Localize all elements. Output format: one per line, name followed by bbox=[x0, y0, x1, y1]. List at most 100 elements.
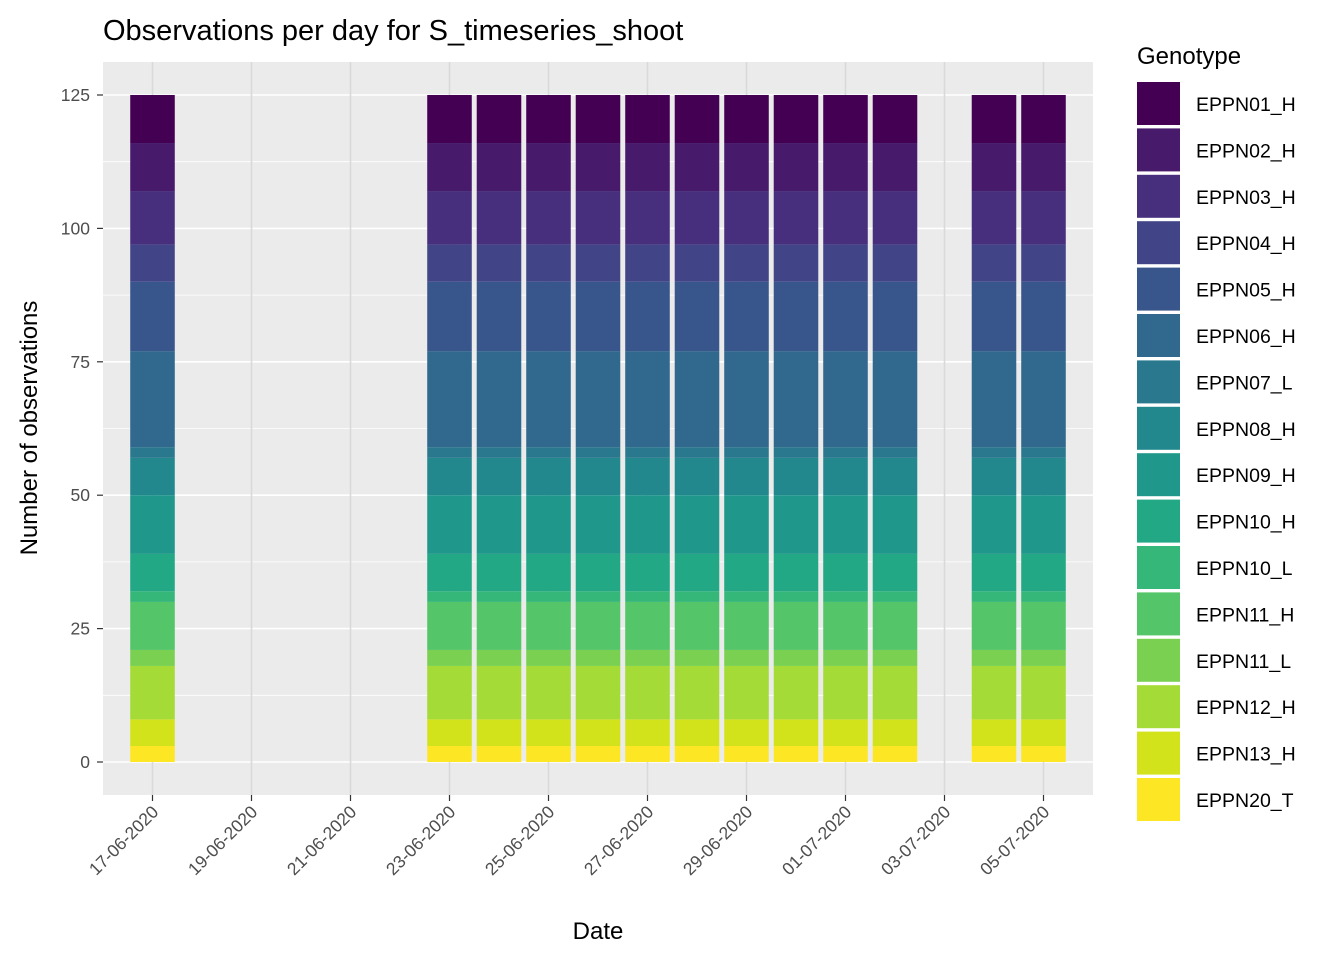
legend-swatch bbox=[1137, 592, 1180, 636]
bar-segment bbox=[575, 95, 621, 144]
bar-segment bbox=[773, 457, 819, 496]
x-axis-title: Date bbox=[573, 918, 624, 945]
bar-segment bbox=[823, 745, 868, 762]
bar-segment bbox=[526, 447, 571, 458]
bar-segment bbox=[823, 719, 868, 746]
bar-segment bbox=[476, 244, 522, 282]
bar-segment bbox=[1021, 745, 1066, 762]
bar-segment bbox=[526, 495, 571, 554]
bar-segment bbox=[823, 95, 868, 144]
bar-segment bbox=[773, 665, 819, 720]
bar-segment bbox=[427, 457, 472, 496]
bars bbox=[130, 95, 1066, 762]
bar-segment bbox=[724, 244, 769, 282]
bar-segment bbox=[674, 244, 720, 282]
bar-segment bbox=[476, 495, 522, 554]
legend-label: EPPN09_H bbox=[1196, 465, 1296, 487]
bar-segment bbox=[427, 351, 472, 448]
bar-segment bbox=[476, 143, 522, 192]
bar-segment bbox=[130, 649, 175, 666]
bar-segment bbox=[773, 351, 819, 448]
bar-segment bbox=[575, 143, 621, 192]
bar-segment bbox=[724, 553, 769, 592]
bar-segment bbox=[526, 591, 571, 602]
x-tick-label: 23-06-2020 bbox=[382, 802, 460, 880]
bar-segment bbox=[625, 244, 670, 282]
bar-segment bbox=[130, 553, 175, 592]
bar-segment bbox=[625, 601, 670, 650]
bar-segment bbox=[427, 95, 472, 144]
bar-segment bbox=[625, 495, 670, 554]
bar-segment bbox=[872, 191, 918, 245]
bar-segment bbox=[674, 351, 720, 448]
x-tick-label: 29-06-2020 bbox=[679, 802, 757, 880]
y-tick-label: 50 bbox=[71, 485, 91, 505]
bar-segment bbox=[427, 553, 472, 592]
legend-swatch bbox=[1137, 314, 1180, 357]
bar-segment bbox=[773, 191, 819, 245]
bar-segment bbox=[130, 95, 175, 144]
legend-swatch bbox=[1137, 453, 1180, 497]
bar-segment bbox=[872, 447, 918, 458]
bar-segment bbox=[1021, 191, 1066, 245]
legend-label: EPPN11_H bbox=[1196, 604, 1294, 626]
bar-segment bbox=[724, 143, 769, 192]
y-axis-title: Number of observations bbox=[16, 301, 43, 556]
bar-segment bbox=[625, 649, 670, 666]
bar-segment bbox=[427, 447, 472, 458]
bar-segment bbox=[971, 95, 1017, 144]
bar-segment bbox=[971, 447, 1017, 458]
bar-segment bbox=[575, 553, 621, 592]
bar-segment bbox=[971, 244, 1017, 282]
bar-segment bbox=[625, 719, 670, 746]
bar-segment bbox=[476, 95, 522, 144]
bar-segment bbox=[674, 665, 720, 720]
bar-segment bbox=[971, 281, 1017, 352]
bar-segment bbox=[971, 553, 1017, 592]
bar-segment bbox=[427, 495, 472, 554]
bar-segment bbox=[476, 351, 522, 448]
bar-segment bbox=[1021, 281, 1066, 352]
bar-segment bbox=[625, 745, 670, 762]
bar-segment bbox=[526, 745, 571, 762]
bar-segment bbox=[872, 281, 918, 352]
chart-title: Observations per day for S_timeseries_sh… bbox=[103, 15, 683, 47]
legend-swatch bbox=[1137, 685, 1180, 729]
bar-segment bbox=[427, 281, 472, 352]
bar-segment bbox=[674, 719, 720, 746]
bar-segment bbox=[724, 495, 769, 554]
legend-label: EPPN03_H bbox=[1196, 187, 1296, 209]
bar-segment bbox=[625, 95, 670, 144]
bar-segment bbox=[526, 719, 571, 746]
x-tick-label: 25-06-2020 bbox=[481, 802, 559, 880]
bar-segment bbox=[674, 649, 720, 666]
bar-segment bbox=[773, 719, 819, 746]
bar-segment bbox=[130, 719, 175, 746]
bar-segment bbox=[476, 591, 522, 602]
bar-segment bbox=[575, 649, 621, 666]
bar-segment bbox=[526, 649, 571, 666]
bar-segment bbox=[724, 649, 769, 666]
bar-segment bbox=[1021, 591, 1066, 602]
legend-swatch bbox=[1137, 499, 1180, 543]
bar-segment bbox=[971, 601, 1017, 650]
x-tick-label: 21-06-2020 bbox=[283, 802, 361, 880]
bar-segment bbox=[971, 457, 1017, 496]
bar-segment bbox=[674, 191, 720, 245]
bar-segment bbox=[575, 244, 621, 282]
legend-label: EPPN07_L bbox=[1196, 372, 1293, 394]
bar-segment bbox=[872, 665, 918, 720]
bar-segment bbox=[823, 591, 868, 602]
bar-segment bbox=[1021, 457, 1066, 496]
bar-segment bbox=[526, 143, 571, 192]
bar-segment bbox=[1021, 553, 1066, 592]
bar-segment bbox=[724, 665, 769, 720]
legend-label: EPPN12_H bbox=[1196, 697, 1296, 719]
bar-segment bbox=[674, 591, 720, 602]
bar-segment bbox=[476, 719, 522, 746]
bar-segment bbox=[575, 351, 621, 448]
bar-segment bbox=[872, 553, 918, 592]
bar-segment bbox=[1021, 95, 1066, 144]
bar-segment bbox=[130, 665, 175, 720]
bar-segment bbox=[130, 191, 175, 245]
